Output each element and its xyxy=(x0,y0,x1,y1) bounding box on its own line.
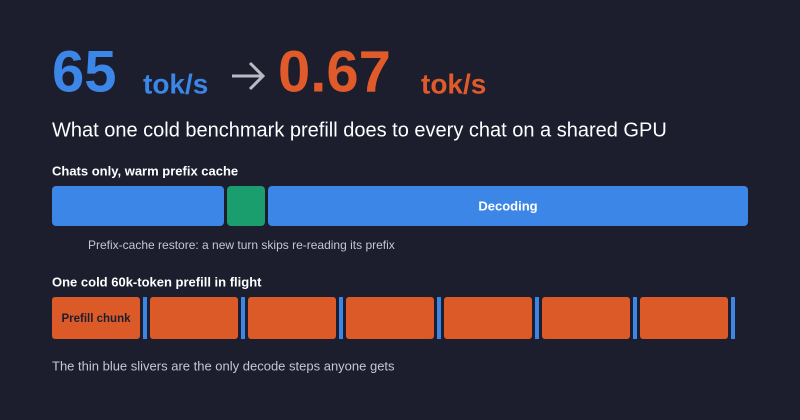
decode-block xyxy=(52,186,224,226)
decode-sliver xyxy=(731,297,735,339)
prefill-chunk xyxy=(346,297,434,339)
prefill-chunk xyxy=(444,297,532,339)
decode-block xyxy=(268,186,748,226)
decode-sliver xyxy=(241,297,245,339)
decode-sliver xyxy=(143,297,147,339)
prefill-chunk xyxy=(542,297,630,339)
decode-sliver xyxy=(535,297,539,339)
prefill-chunk xyxy=(640,297,728,339)
section-label: Chats only, warm prefix cache xyxy=(52,163,238,178)
section-label: One cold 60k-token prefill in flight xyxy=(52,274,262,289)
footer: The thin blue slivers are the only decod… xyxy=(52,358,395,373)
prefill-chunk xyxy=(248,297,336,339)
prefill-chunk xyxy=(52,297,140,339)
prefill-chunk xyxy=(150,297,238,339)
arrow xyxy=(232,61,266,91)
prefill-row xyxy=(52,297,735,339)
before-value: 65 xyxy=(52,39,117,104)
cache-restore-block xyxy=(227,186,265,226)
decode-sliver xyxy=(633,297,637,339)
annotation: Prefix-cache restore: a new turn skips r… xyxy=(88,238,395,252)
after-unit: tok/s xyxy=(421,68,486,99)
before-unit: tok/s xyxy=(143,68,208,99)
chunk-label: Prefill chunk xyxy=(61,313,131,325)
decode-sliver xyxy=(339,297,343,339)
subtitle: What one cold benchmark prefill does to … xyxy=(52,119,667,141)
decoding-label: Decoding xyxy=(478,198,537,213)
after-value: 0.67 xyxy=(278,39,391,104)
decode-sliver xyxy=(437,297,441,339)
